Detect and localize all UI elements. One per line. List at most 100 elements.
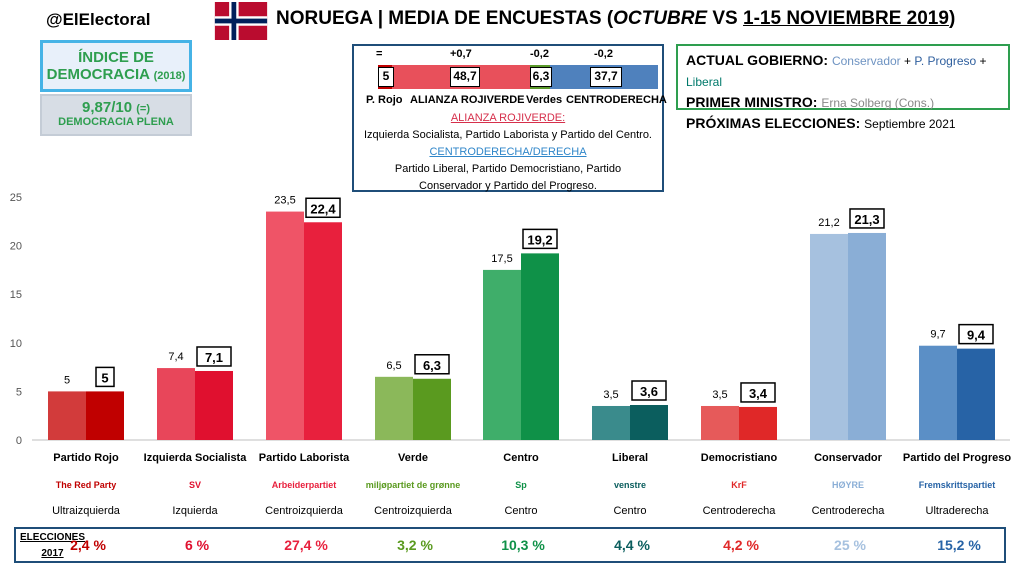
bar-previous bbox=[701, 405, 739, 440]
category-label: Centro bbox=[503, 452, 539, 464]
election-2017-value: 25 % bbox=[834, 537, 866, 553]
data-label-current: 7,1 bbox=[205, 350, 223, 365]
bloc-value: 5 bbox=[378, 67, 394, 87]
bloc-value: 37,7 bbox=[590, 67, 622, 87]
bloc-change: -0,2 bbox=[530, 48, 549, 60]
title-vs: VS bbox=[707, 8, 744, 29]
ideology-label: Centroizquierda bbox=[265, 505, 344, 517]
bar-current bbox=[848, 232, 886, 440]
bar-current bbox=[521, 253, 559, 440]
democracy-index-box: ÍNDICE DE DEMOCRACIA (2018) bbox=[40, 40, 192, 92]
data-label-box bbox=[522, 228, 558, 250]
data-label-current: 5 bbox=[101, 370, 108, 385]
party-logo: Fremskrittspartiet bbox=[919, 480, 996, 490]
party-logo: HØYRE bbox=[832, 480, 864, 490]
page-title: NORUEGA | MEDIA DE ENCUESTAS (OCTUBRE VS… bbox=[276, 8, 955, 30]
democracy-year: (2018) bbox=[153, 70, 186, 82]
bloc-value: 48,7 bbox=[450, 67, 480, 87]
data-label-previous: 5 bbox=[64, 374, 70, 386]
category-label: Liberal bbox=[612, 452, 648, 464]
gov-conservador: Conservador bbox=[831, 54, 901, 68]
title-period: 1-15 NOVIEMBRE 2019 bbox=[743, 8, 949, 29]
ideology-label: Ultraizquierda bbox=[52, 505, 121, 517]
gov-label: ACTUAL GOBIERNO: bbox=[686, 52, 829, 68]
election-2017-value: 3,2 % bbox=[397, 537, 433, 553]
data-label-previous: 23,5 bbox=[274, 195, 295, 207]
title-sep: | bbox=[372, 8, 389, 29]
category-label: Partido Laborista bbox=[259, 452, 350, 464]
party-logo: Sp bbox=[515, 480, 527, 490]
y-tick-label: 25 bbox=[10, 192, 22, 204]
right-bloc-desc-2: Conservador y Partido del Progreso. bbox=[419, 180, 597, 192]
data-label-previous: 9,7 bbox=[930, 329, 945, 341]
democracy-value-line: 9,87/10 (=) bbox=[42, 99, 190, 116]
data-label-box bbox=[196, 346, 232, 367]
title-country: NORUEGA bbox=[276, 8, 373, 29]
blocs-box: = +0,7 -0,2 -0,2 5 48,7 6,3 37,7 P. Rojo… bbox=[352, 44, 667, 195]
y-tick-label: 10 bbox=[10, 338, 22, 350]
data-label-previous: 3,5 bbox=[603, 389, 618, 401]
bloc-name: Verdes bbox=[526, 94, 563, 106]
bar-current bbox=[630, 405, 668, 440]
data-label-box bbox=[631, 380, 667, 401]
bar-current bbox=[304, 222, 342, 440]
left-bloc-title: ALIANZA ROJIVERDE: bbox=[450, 112, 566, 124]
election-2017-value: 4,2 % bbox=[723, 537, 759, 553]
election-2017-value: 2,4 % bbox=[70, 537, 106, 553]
bloc-name: ALIANZA ROJIVERDE bbox=[410, 94, 525, 106]
democracy-label-2: DEMOCRACIA (2018) bbox=[43, 66, 189, 83]
bloc-descriptions: ALIANZA ROJIVERDE: Izquierda Socialista,… bbox=[354, 110, 662, 195]
bloc-change: +0,7 bbox=[450, 48, 472, 60]
elections-2017-box: ELECCIONES 2017 2,4 % 6 % 27,4 % 3,2 % 10,3 %… bbox=[14, 527, 1006, 563]
bar-previous bbox=[266, 211, 304, 440]
bar-previous bbox=[48, 391, 86, 440]
ideology-label: Centro bbox=[613, 505, 646, 517]
bar-current bbox=[413, 378, 451, 440]
data-label-previous: 3,5 bbox=[712, 389, 727, 401]
author-handle: @ElElectoral bbox=[46, 10, 151, 29]
gov-line: ACTUAL GOBIERNO: Conservador + P. Progre… bbox=[686, 50, 1000, 92]
party-logo: SV bbox=[189, 480, 201, 490]
data-label-box bbox=[95, 366, 115, 388]
data-label-box bbox=[414, 354, 450, 375]
democracy-change: (=) bbox=[136, 103, 150, 115]
data-label-previous: 17,5 bbox=[491, 253, 512, 265]
elections-2017-label: ELECCIONES 2017 bbox=[20, 530, 85, 562]
bar-previous bbox=[483, 269, 521, 440]
democracy-value-box: 9,87/10 (=) DEMOCRACIA PLENA bbox=[40, 94, 192, 136]
gov-liberal: Liberal bbox=[686, 75, 723, 89]
election-2017-value: 6 % bbox=[184, 537, 210, 553]
next-elections-label: PRÓXIMAS ELECCIONES: bbox=[686, 115, 861, 131]
bar-current bbox=[195, 370, 233, 440]
y-tick-label: 20 bbox=[10, 241, 22, 253]
election-2017-value: 10,3 % bbox=[501, 537, 545, 553]
ideology-label: Centroderecha bbox=[812, 505, 886, 517]
bar-current bbox=[739, 406, 777, 440]
pm-line: PRIMER MINISTRO: Erna Solberg (Cons.) bbox=[686, 92, 1000, 113]
data-label-box bbox=[305, 197, 341, 219]
bar-previous bbox=[592, 405, 630, 440]
data-label-current: 6,3 bbox=[423, 358, 441, 373]
data-label-current: 19,2 bbox=[527, 232, 552, 247]
title-month: OCTUBRE bbox=[613, 8, 708, 29]
y-tick-label: 0 bbox=[16, 435, 22, 447]
title-close: ) bbox=[948, 8, 956, 29]
data-label-previous: 21,2 bbox=[818, 217, 839, 229]
bloc-name: P. Rojo bbox=[366, 94, 403, 106]
ideology-label: Centroizquierda bbox=[374, 505, 453, 517]
election-2017-value: 27,4 % bbox=[284, 537, 328, 553]
ideology-label: Centroderecha bbox=[703, 505, 777, 517]
data-label-box bbox=[958, 323, 994, 345]
government-box: ACTUAL GOBIERNO: Conservador + P. Progre… bbox=[676, 44, 1010, 131]
data-label-previous: 6,5 bbox=[386, 360, 401, 372]
gov-plus: + bbox=[900, 54, 915, 68]
data-label-box bbox=[740, 382, 776, 403]
y-tick-label: 15 bbox=[10, 289, 22, 301]
poll-bar-chart: 0 5 10 15 20 25 5 5 Partido Rojo The Red Party Ult… bbox=[10, 192, 1012, 517]
bar-current bbox=[957, 348, 995, 440]
gov-plus: + bbox=[976, 54, 987, 68]
party-logo: KrF bbox=[731, 480, 747, 490]
data-label-current: 21,3 bbox=[854, 212, 879, 227]
democracy-category: DEMOCRACIA PLENA bbox=[58, 116, 174, 128]
right-bloc-title: CENTRODERECHA/DERECHA bbox=[429, 146, 587, 158]
